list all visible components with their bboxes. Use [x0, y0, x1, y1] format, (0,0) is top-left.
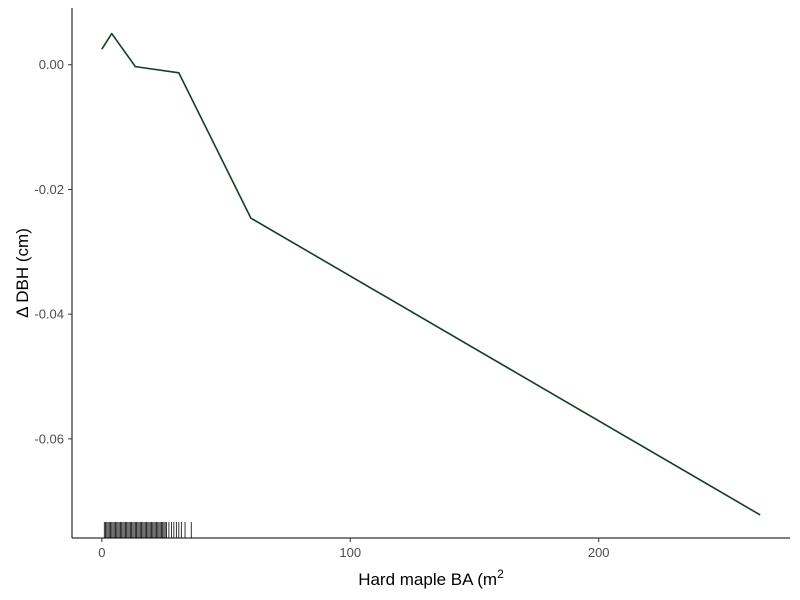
- y-tick-label: -0.04: [34, 307, 64, 322]
- x-tick-label: 100: [339, 545, 361, 560]
- rug-plot: [103, 522, 192, 538]
- y-tick-label: 0.00: [39, 57, 64, 72]
- x-axis-ticks: 0 100 200: [98, 538, 610, 560]
- y-axis-title: Δ DBH (cm): [13, 228, 32, 318]
- x-axis-title-superscript: 2: [497, 567, 504, 581]
- x-tick-label: 200: [588, 545, 610, 560]
- y-axis-ticks: 0.00 -0.02 -0.04 -0.06: [34, 57, 72, 446]
- plot-area: [101, 32, 761, 516]
- y-tick-label: -0.02: [34, 182, 64, 197]
- x-axis-title: Hard maple BA (m2: [358, 567, 504, 589]
- x-tick-label: 0: [98, 545, 105, 560]
- series-line: [101, 32, 761, 516]
- x-axis-title-text: Hard maple BA (m: [358, 570, 497, 589]
- y-tick-label: -0.06: [34, 431, 64, 446]
